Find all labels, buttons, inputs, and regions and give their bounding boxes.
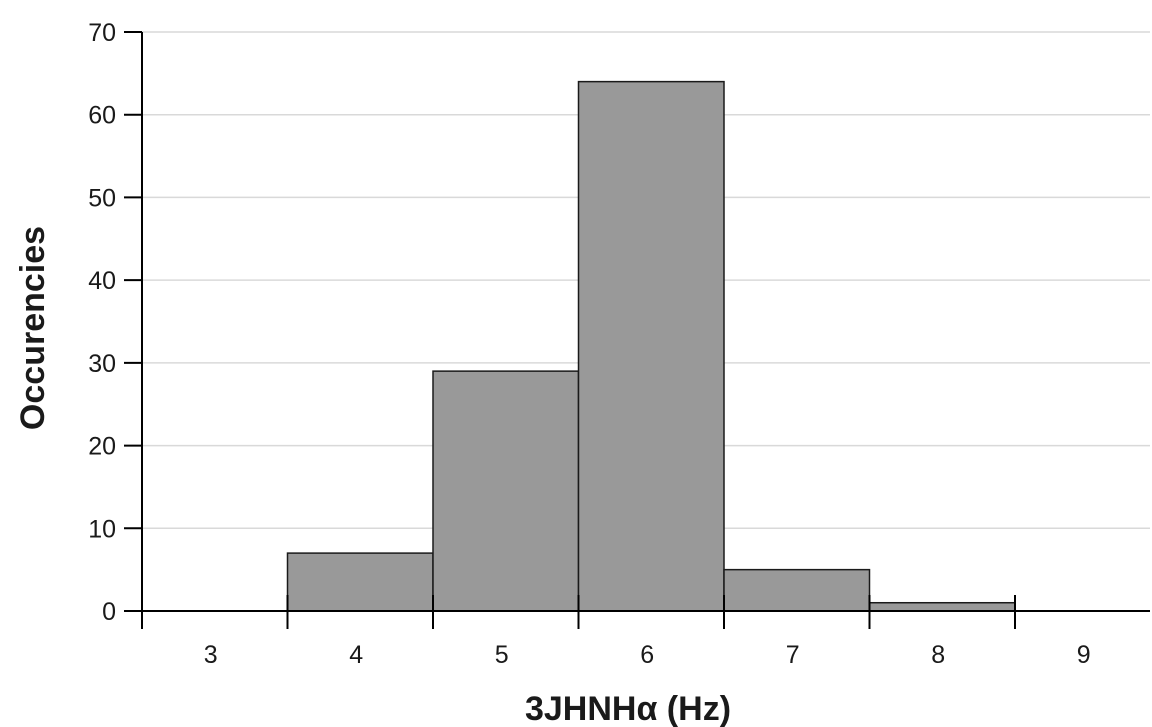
bar-7 <box>723 568 871 612</box>
y-tick-label: 70 <box>88 19 116 47</box>
x-axis-title: 3JHNHα (Hz) <box>525 690 731 727</box>
y-tick-label: 50 <box>88 184 116 212</box>
bar-8 <box>868 601 1016 612</box>
x-tick-label: 9 <box>1077 641 1091 669</box>
bars <box>286 80 1016 612</box>
x-tick-label: 4 <box>349 641 363 669</box>
x-tick-label: 6 <box>640 641 654 669</box>
tick-labels: 0 10 20 30 40 50 60 70 3 4 5 6 7 8 9 <box>88 19 1091 669</box>
x-tick-label: 3 <box>204 641 218 669</box>
x-tick-label: 5 <box>495 641 509 669</box>
axes <box>124 31 1150 629</box>
x-tick-label: 8 <box>931 641 945 669</box>
y-tick-label: 60 <box>88 102 116 130</box>
y-tick-label: 10 <box>88 515 116 543</box>
bar-4 <box>286 552 434 612</box>
y-axis-title: Occurencies <box>14 226 52 430</box>
y-tick-label: 20 <box>88 433 116 461</box>
y-tick-label: 0 <box>102 598 116 626</box>
y-tick-label: 30 <box>88 350 116 378</box>
bar-6 <box>577 80 725 612</box>
y-tick-label: 40 <box>88 267 116 295</box>
bar-5 <box>432 370 580 612</box>
x-tick-label: 7 <box>786 641 800 669</box>
